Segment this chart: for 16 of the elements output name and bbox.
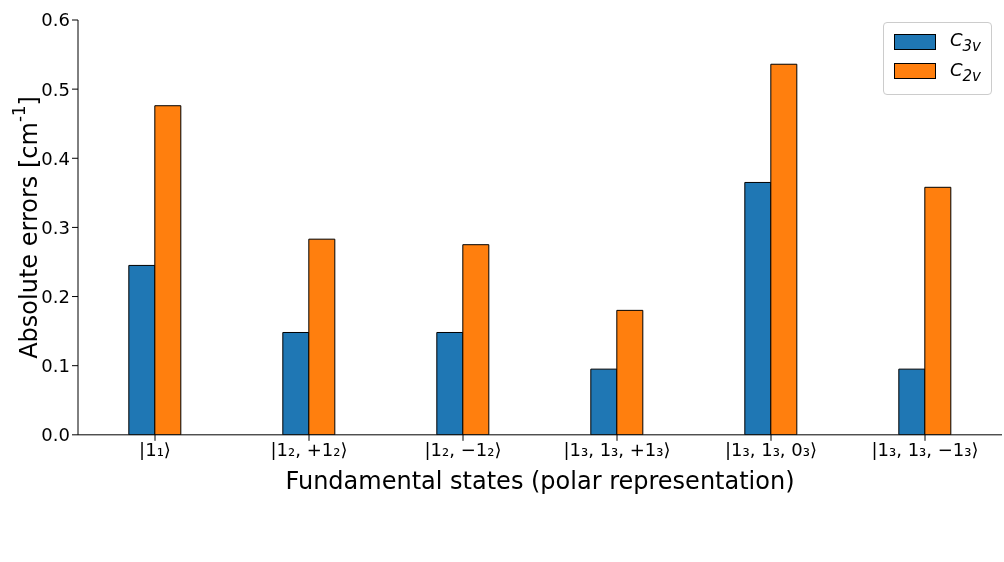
x-tick-label: |1₃, 1₃, −1₃⟩ bbox=[871, 438, 979, 460]
y-tick-label: 0.4 bbox=[41, 147, 70, 169]
legend-label: C$_{2v}$ bbox=[950, 58, 981, 85]
x-tick-label: |1₃, 1₃, +1₃⟩ bbox=[563, 438, 671, 460]
y-tick-label: 0.2 bbox=[41, 285, 70, 307]
y-tick-label: 0.1 bbox=[41, 355, 70, 377]
y-tick-label: 0.0 bbox=[41, 424, 70, 446]
y-tick-label: 0.3 bbox=[41, 216, 70, 238]
x-tick-label: |1₁⟩ bbox=[139, 438, 171, 460]
x-tick-label: |1₂, −1₂⟩ bbox=[424, 438, 502, 460]
y-tick-label: 0.6 bbox=[41, 9, 70, 31]
x-tick-label: |1₂, +1₂⟩ bbox=[270, 438, 348, 460]
legend-label: C$_{3v}$ bbox=[950, 29, 981, 55]
x-tick-label: |1₃, 1₃, 0₃⟩ bbox=[725, 438, 817, 460]
x-axis-title: Fundamental states (polar representation) bbox=[285, 466, 795, 495]
y-tick-label: 0.5 bbox=[41, 78, 70, 100]
